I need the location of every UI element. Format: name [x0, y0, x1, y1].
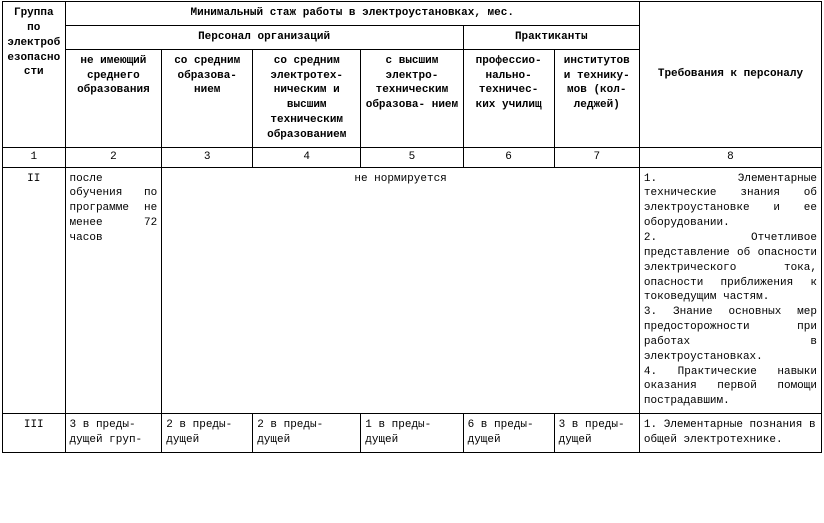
subheader-personnel: Персонал организаций — [65, 25, 463, 49]
cell-c2: после обучения по программе не менее 72 … — [65, 167, 162, 414]
cell-c8: 1. Элементарные познания в общей электро… — [639, 414, 821, 453]
cell-c2: 3 в преды- дущей груп- — [65, 414, 162, 453]
table-row: II после обучения по программе не менее … — [3, 167, 822, 414]
table-row: III 3 в преды- дущей груп- 2 в преды- ду… — [3, 414, 822, 453]
col-header-c3: со средним образова- нием — [162, 49, 253, 147]
cell-c3-7: не нормируется — [162, 167, 640, 414]
colnum-1: 1 — [3, 147, 66, 167]
cell-c4: 2 в преды- дущей — [253, 414, 361, 453]
colnum-5: 5 — [361, 147, 463, 167]
col-header-c2: не имеющий среднего образования — [65, 49, 162, 147]
colnum-2: 2 — [65, 147, 162, 167]
colnum-8: 8 — [639, 147, 821, 167]
cell-c5: 1 в преды- дущей — [361, 414, 463, 453]
col-header-requirements: Требования к персоналу — [639, 2, 821, 148]
col-header-c7: институтов и технику- мов (кол- леджей) — [554, 49, 639, 147]
subheader-interns: Практиканты — [463, 25, 639, 49]
cell-group: II — [3, 167, 66, 414]
cell-group: III — [3, 414, 66, 453]
requirements-table: Группа по электробезопасности Минимальны… — [2, 1, 822, 453]
col-header-group: Группа по электробезопасности — [3, 2, 66, 148]
colnum-7: 7 — [554, 147, 639, 167]
colnum-6: 6 — [463, 147, 554, 167]
header-row-1: Группа по электробезопасности Минимальны… — [3, 2, 822, 26]
cell-c8: 1. Элементарные технические знания об эл… — [639, 167, 821, 414]
number-row: 1 2 3 4 5 6 7 8 — [3, 147, 822, 167]
cell-c6: 6 в преды- дущей — [463, 414, 554, 453]
colnum-3: 3 — [162, 147, 253, 167]
col-header-c5: с высшим электро- техническим образова- … — [361, 49, 463, 147]
colnum-4: 4 — [253, 147, 361, 167]
cell-c3: 2 в преды- дущей — [162, 414, 253, 453]
cell-c7: 3 в преды- дущей — [554, 414, 639, 453]
col-header-experience: Минимальный стаж работы в электроустанов… — [65, 2, 639, 26]
col-header-c6: профессио- нально- техничес- ких училищ — [463, 49, 554, 147]
col-header-c4: со средним электротех- ническим и высшим… — [253, 49, 361, 147]
